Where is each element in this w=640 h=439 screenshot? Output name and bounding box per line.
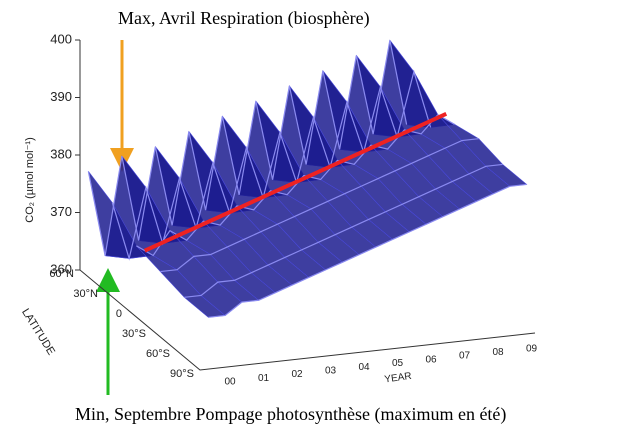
z-tick-label: 370 (50, 204, 72, 219)
y-tick-label: 0 (116, 308, 122, 320)
trend-line (143, 112, 448, 253)
z-tick-label: 390 (50, 89, 72, 104)
x-tick-label: 03 (325, 366, 337, 377)
x-tick-label: 07 (459, 351, 471, 362)
x-tick-label: 06 (425, 354, 437, 365)
surface-row (160, 138, 479, 273)
x-tick-label: 04 (358, 362, 370, 373)
surface-row (184, 163, 503, 298)
z-tick-label: 400 (50, 31, 72, 46)
z-axis-label: CO₂ (µmol mol⁻¹) (24, 137, 36, 222)
y-tick-label: 30°N (73, 288, 98, 300)
annotation-max: Max, Avril Respiration (biosphère) (118, 8, 370, 29)
x-tick-label: 08 (492, 347, 504, 358)
annotation-min: Min, Septembre Pompage photosynthèse (ma… (75, 404, 506, 425)
z-tick-label: 360 (50, 261, 72, 276)
x-tick-label: 05 (392, 358, 404, 369)
x-tick-label: 01 (258, 373, 270, 384)
y-tick-label: 60°S (146, 348, 170, 360)
y-tick-label: 30°S (122, 328, 146, 340)
surface-row (87, 40, 408, 256)
y-tick-label: 60°N (49, 268, 74, 280)
x-axis-label: YEAR (384, 371, 413, 386)
x-tick-label: 09 (526, 343, 538, 354)
surface-row (208, 183, 527, 318)
surface-row (111, 69, 432, 261)
y-tick-label: 90°S (170, 368, 194, 380)
x-tick-label: 00 (224, 377, 236, 388)
floor-edge (79, 269, 536, 371)
x-tick-label: 02 (291, 369, 303, 380)
y-axis-label: LATITUDE (19, 307, 57, 358)
z-tick-label: 380 (50, 146, 72, 161)
